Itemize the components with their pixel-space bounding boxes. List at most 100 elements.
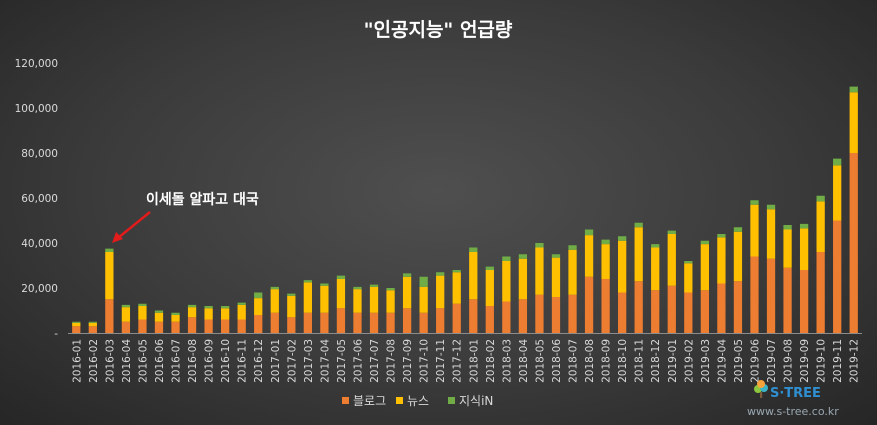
bar-segment bbox=[584, 235, 594, 277]
x-tick-label: 2019-09 bbox=[799, 339, 811, 383]
bar-segment bbox=[568, 249, 577, 295]
bar-segment bbox=[386, 288, 395, 291]
bar-segment bbox=[287, 293, 296, 296]
bar-segment bbox=[601, 244, 610, 280]
bar-segment bbox=[187, 307, 197, 318]
bar-segment bbox=[469, 299, 478, 333]
bar-segment bbox=[667, 285, 676, 333]
bar-segment bbox=[254, 298, 263, 316]
bar-segment bbox=[452, 272, 461, 304]
bar-segment bbox=[833, 165, 842, 221]
bar-segment bbox=[270, 286, 279, 290]
bar-segment bbox=[535, 294, 544, 333]
y-tick-label: 80,000 bbox=[21, 148, 58, 160]
bar-segment bbox=[551, 297, 561, 333]
bar-segment bbox=[88, 321, 97, 323]
legend: 블로그 뉴스 지식iN bbox=[342, 394, 493, 408]
bar-segment bbox=[369, 312, 379, 333]
x-tick-label: 2017-04 bbox=[319, 339, 331, 383]
x-tick-label: 2016-10 bbox=[220, 339, 232, 383]
bar-segment bbox=[154, 310, 164, 313]
bar-segment bbox=[849, 92, 858, 153]
bar-segment bbox=[369, 286, 379, 313]
bar-segment bbox=[419, 312, 428, 333]
bar-segment bbox=[171, 312, 180, 315]
x-tick-label: 2016-08 bbox=[187, 339, 199, 383]
bar-segment bbox=[700, 240, 709, 245]
bar-segment bbox=[105, 299, 114, 333]
bar-segment bbox=[535, 247, 544, 295]
bar-segment bbox=[651, 290, 660, 333]
x-tick-label: 2017-10 bbox=[419, 339, 431, 383]
x-tick-label: 2017-06 bbox=[352, 339, 364, 383]
bar-segment bbox=[105, 252, 114, 300]
annotation-label: 이세돌 알파고 대국 bbox=[146, 191, 259, 208]
bar-segment bbox=[237, 319, 246, 333]
x-tick-label: 2018-05 bbox=[534, 339, 546, 383]
x-tick-label: 2016-04 bbox=[121, 339, 133, 383]
x-tick-label: 2018-04 bbox=[518, 339, 530, 383]
bar-segment bbox=[816, 252, 825, 333]
bar-segment bbox=[634, 227, 643, 282]
bar-segment bbox=[518, 258, 528, 300]
x-tick-label: 2017-11 bbox=[435, 339, 447, 383]
bar-segment bbox=[270, 312, 279, 333]
bar-segment bbox=[187, 317, 197, 333]
x-tick-label: 2019-03 bbox=[700, 339, 712, 383]
bar-segment bbox=[618, 236, 627, 241]
y-tick-label: 120,000 bbox=[15, 58, 58, 70]
bar-segment bbox=[254, 292, 263, 299]
bar-segment bbox=[766, 258, 776, 333]
bar-segment bbox=[469, 252, 478, 300]
bar-segment bbox=[551, 257, 561, 298]
bar-segment bbox=[72, 326, 81, 333]
bar-segment bbox=[700, 244, 709, 291]
x-tick-label: 2018-12 bbox=[650, 339, 662, 383]
bar-segment bbox=[436, 308, 445, 333]
x-tick-label: 2018-06 bbox=[551, 339, 563, 383]
x-tick-label: 2018-02 bbox=[485, 339, 497, 383]
bar-segment bbox=[121, 304, 131, 308]
x-tick-label: 2018-09 bbox=[601, 339, 613, 383]
bar-segment bbox=[204, 319, 213, 333]
bar-segment bbox=[353, 312, 362, 333]
x-tick-label: 2017-01 bbox=[270, 339, 282, 383]
bar-segment bbox=[667, 230, 676, 235]
bar-segment bbox=[469, 247, 478, 252]
bar-segment bbox=[601, 239, 610, 245]
y-tick-label: 60,000 bbox=[21, 193, 58, 205]
bar-segment bbox=[436, 272, 445, 276]
bar-segment bbox=[436, 275, 445, 309]
bar-segment bbox=[369, 284, 379, 287]
bar-segment bbox=[336, 275, 346, 280]
x-tick-label: 2019-06 bbox=[749, 339, 761, 383]
bar-segment bbox=[138, 303, 147, 306]
x-tick-label: 2016-07 bbox=[171, 339, 183, 383]
bar-segment bbox=[187, 304, 197, 308]
y-tick-label: 40,000 bbox=[21, 238, 58, 250]
bar-segment bbox=[221, 319, 230, 333]
bar-segment bbox=[485, 306, 494, 333]
bar-segment bbox=[138, 306, 147, 320]
x-tick-label: 2018-08 bbox=[584, 339, 596, 383]
bar-segment bbox=[502, 256, 511, 261]
bar-segment bbox=[799, 228, 809, 271]
bar-segment bbox=[684, 263, 693, 293]
bar-segment bbox=[171, 315, 180, 322]
bar-segment bbox=[336, 308, 346, 333]
bar-segment bbox=[618, 292, 627, 333]
tree-logo-icon bbox=[754, 380, 768, 398]
bar-segment bbox=[502, 301, 511, 333]
x-tick-label: 2019-01 bbox=[667, 339, 679, 383]
bar-segment bbox=[402, 276, 412, 309]
x-tick-label: 2018-10 bbox=[617, 339, 629, 383]
bar-segment bbox=[601, 279, 610, 333]
x-tick-label: 2017-07 bbox=[369, 339, 381, 383]
bar-segment bbox=[766, 204, 776, 210]
bar-segment bbox=[684, 292, 693, 333]
x-tick-label: 2018-01 bbox=[468, 339, 480, 383]
bar-segment bbox=[535, 243, 544, 248]
bar-segment bbox=[402, 308, 412, 333]
bar-segment bbox=[287, 317, 296, 333]
